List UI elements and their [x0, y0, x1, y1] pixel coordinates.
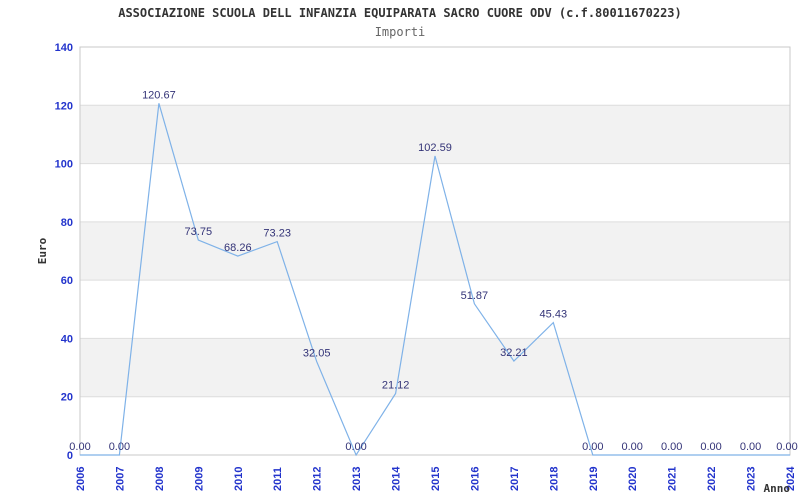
data-point-label: 0.00 — [582, 441, 603, 453]
data-point-label: 0.00 — [661, 441, 682, 453]
x-tick-label: 2021 — [667, 467, 679, 491]
y-tick-label: 20 — [61, 392, 73, 404]
data-point-label: 0.00 — [109, 441, 130, 453]
y-tick-label: 0 — [67, 450, 73, 462]
y-tick-label: 80 — [61, 217, 73, 229]
x-tick-label: 2008 — [154, 467, 166, 491]
x-tick-label: 2014 — [391, 466, 403, 491]
x-tick-label: 2020 — [627, 467, 639, 491]
plot-band — [80, 105, 790, 164]
x-tick-label: 2018 — [548, 467, 560, 491]
data-point-label: 68.26 — [224, 242, 252, 254]
x-tick-label: 2022 — [706, 467, 718, 491]
x-tick-label: 2013 — [351, 467, 363, 491]
y-axis-title: Euro — [36, 237, 49, 264]
data-line — [80, 103, 790, 457]
data-point-label: 0.00 — [776, 441, 797, 453]
data-point-label: 21.12 — [382, 380, 410, 392]
x-tick-label: 2006 — [75, 467, 87, 491]
y-tick-label: 120 — [55, 100, 73, 112]
x-tick-label: 2017 — [509, 467, 521, 491]
x-tick-label: 2009 — [193, 467, 205, 491]
data-point-label: 73.75 — [185, 226, 213, 238]
data-point-label: 120.67 — [142, 89, 176, 101]
data-point-label: 73.23 — [263, 228, 291, 240]
y-tick-label: 100 — [55, 159, 73, 171]
data-point-label: 0.00 — [345, 441, 366, 453]
chart-title: ASSOCIAZIONE SCUOLA DELL INFANZIA EQUIPA… — [118, 6, 682, 20]
y-tick-label: 40 — [61, 333, 73, 345]
x-tick-label: 2016 — [469, 467, 481, 491]
y-tick-label: 140 — [55, 42, 73, 54]
x-tick-label: 2019 — [588, 467, 600, 491]
data-point-label: 0.00 — [69, 441, 90, 453]
data-point-label: 0.00 — [700, 441, 721, 453]
plot-border — [79, 46, 791, 456]
data-point-label: 51.87 — [461, 290, 489, 302]
chart-subtitle: Importi — [374, 25, 426, 39]
x-tick-label: 2024 — [785, 466, 797, 491]
x-tick-label: 2010 — [233, 467, 245, 491]
data-point-label: 32.21 — [500, 347, 528, 359]
x-tick-label: 2023 — [746, 467, 758, 491]
data-point-label: 0.00 — [621, 441, 642, 453]
data-point-label: 32.05 — [303, 348, 331, 360]
x-tick-label: 2015 — [430, 467, 442, 491]
data-point-label: 45.43 — [540, 309, 568, 321]
x-tick-label: 2012 — [312, 467, 324, 491]
data-point-label: 102.59 — [418, 142, 452, 154]
data-point-label: 0.00 — [740, 441, 761, 453]
x-tick-label: 2011 — [272, 467, 284, 491]
y-tick-label: 60 — [61, 275, 73, 287]
x-axis-title: Anno — [764, 482, 791, 495]
x-tick-label: 2007 — [114, 467, 126, 491]
plot-band — [80, 338, 790, 397]
plot-band — [80, 221, 790, 281]
